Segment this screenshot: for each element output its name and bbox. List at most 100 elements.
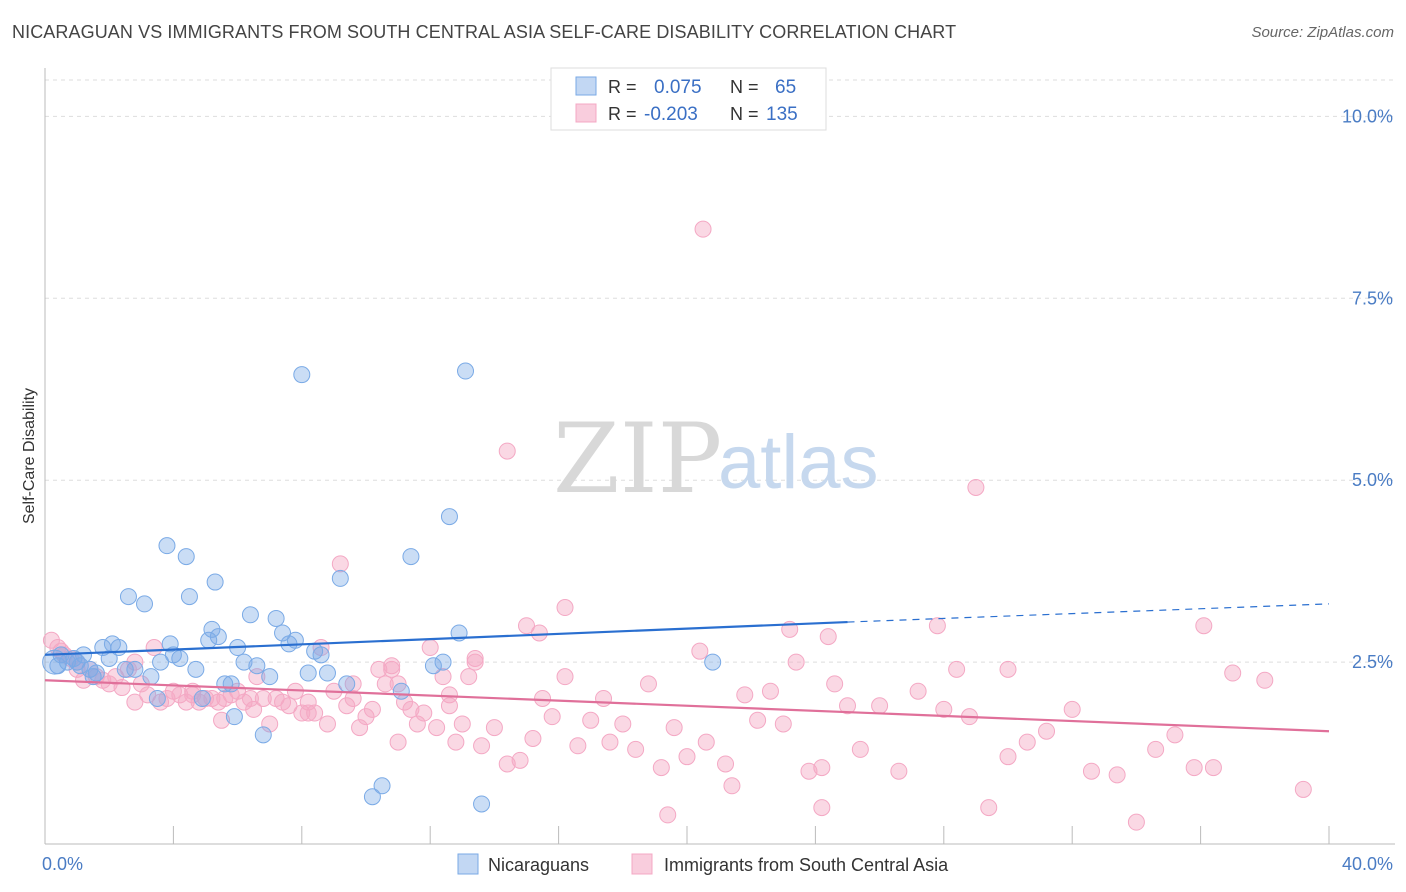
y-tick-label: 7.5% xyxy=(1352,288,1393,308)
data-point-immigrants xyxy=(1147,740,1165,758)
legend-n-label: N = xyxy=(730,77,759,97)
data-point-nicaraguans xyxy=(241,606,259,624)
data-point-immigrants xyxy=(383,657,401,675)
data-point-immigrants xyxy=(145,639,163,657)
data-point-immigrants xyxy=(299,704,317,722)
data-point-immigrants xyxy=(338,697,356,715)
data-point-nicaraguans xyxy=(312,646,330,664)
series-nicaraguans-points xyxy=(42,362,722,813)
correlation-legend: R = 0.075 N = 65 R = -0.203 N = 135 xyxy=(550,67,827,131)
data-point-immigrants xyxy=(1294,780,1312,798)
data-point-immigrants xyxy=(421,639,439,657)
data-point-immigrants xyxy=(293,704,311,722)
trend-line-nicaraguans-extension xyxy=(847,603,1330,623)
data-point-nicaraguans xyxy=(87,664,105,682)
data-point-immigrants xyxy=(113,679,131,697)
data-point-immigrants xyxy=(447,733,465,751)
data-point-nicaraguans xyxy=(424,657,442,675)
data-point-immigrants xyxy=(466,649,484,667)
legend-swatch-nicaraguans xyxy=(457,853,479,875)
data-point-nicaraguans xyxy=(142,668,160,686)
data-point-immigrants xyxy=(928,617,946,635)
data-point-nicaraguans xyxy=(363,788,381,806)
data-point-nicaraguans xyxy=(434,653,452,671)
data-point-immigrants xyxy=(556,599,574,617)
data-point-immigrants xyxy=(749,711,767,729)
data-point-immigrants xyxy=(665,719,683,737)
data-point-immigrants xyxy=(473,737,491,755)
data-point-nicaraguans xyxy=(235,653,253,671)
data-point-immigrants xyxy=(158,689,176,707)
data-point-immigrants xyxy=(999,748,1017,766)
data-point-nicaraguans xyxy=(116,660,134,678)
data-point-immigrants xyxy=(839,697,856,715)
chart-title: NICARAGUAN VS IMMIGRANTS FROM SOUTH CENT… xyxy=(12,22,957,42)
data-point-immigrants xyxy=(1256,671,1274,689)
data-point-nicaraguans xyxy=(338,675,356,693)
y-tick-label: 10.0% xyxy=(1342,106,1393,126)
data-point-nicaraguans xyxy=(457,362,475,380)
trend-line-nicaraguans xyxy=(44,620,848,656)
data-point-nicaraguans xyxy=(148,689,166,707)
data-point-immigrants xyxy=(428,719,446,737)
data-point-immigrants xyxy=(280,697,298,715)
data-point-immigrants xyxy=(614,715,632,733)
data-point-immigrants xyxy=(415,704,433,722)
trend-line-immigrants xyxy=(44,679,1330,733)
legend-n-value: 135 xyxy=(766,104,798,125)
legend-n-label: N = xyxy=(730,104,759,124)
data-point-immigrants xyxy=(723,777,741,795)
data-point-nicaraguans xyxy=(704,653,722,671)
series-legend: Nicaraguans Immigrants from South Centra… xyxy=(457,853,949,875)
watermark-atlas: atlas xyxy=(718,420,879,505)
data-point-immigrants xyxy=(736,686,754,704)
data-point-nicaraguans xyxy=(68,653,86,671)
data-point-immigrants xyxy=(813,759,831,777)
data-point-immigrants xyxy=(999,660,1017,678)
data-point-immigrants xyxy=(351,719,369,737)
legend-swatch-blue xyxy=(575,76,597,96)
data-point-immigrants xyxy=(177,693,195,711)
data-point-nicaraguans xyxy=(274,624,292,642)
data-point-immigrants xyxy=(909,682,927,700)
data-point-immigrants xyxy=(524,729,542,747)
data-point-immigrants xyxy=(485,719,503,737)
legend-swatch-pink xyxy=(575,103,597,123)
data-point-nicaraguans xyxy=(187,660,205,678)
data-point-nicaraguans xyxy=(331,569,349,587)
data-point-immigrants xyxy=(948,660,966,678)
data-point-immigrants xyxy=(890,762,908,780)
data-point-immigrants xyxy=(241,689,259,707)
data-point-immigrants xyxy=(652,759,670,777)
data-point-nicaraguans xyxy=(254,726,272,744)
data-point-nicaraguans xyxy=(100,649,118,667)
data-point-immigrants xyxy=(306,704,324,722)
data-point-immigrants xyxy=(363,700,381,718)
data-point-immigrants xyxy=(980,799,998,817)
data-point-immigrants xyxy=(254,689,272,707)
data-point-immigrants xyxy=(331,555,349,573)
data-point-immigrants xyxy=(408,715,426,733)
data-point-immigrants xyxy=(871,697,889,715)
data-point-nicaraguans xyxy=(209,628,227,646)
data-point-immigrants xyxy=(460,668,478,686)
legend-r-label: R = xyxy=(608,77,637,97)
data-point-immigrants xyxy=(1018,733,1036,751)
legend-n-value: 65 xyxy=(775,77,796,98)
data-point-immigrants xyxy=(389,733,407,751)
data-point-immigrants xyxy=(761,682,779,700)
data-point-nicaraguans xyxy=(293,366,311,384)
data-point-nicaraguans xyxy=(248,657,266,675)
data-point-nicaraguans xyxy=(203,620,221,638)
data-point-nicaraguans xyxy=(49,657,67,675)
data-point-immigrants xyxy=(376,675,394,693)
data-point-nicaraguans xyxy=(473,795,491,813)
data-point-nicaraguans xyxy=(261,668,279,686)
data-point-immigrants xyxy=(787,653,805,671)
data-point-immigrants xyxy=(967,478,985,496)
data-point-nicaraguans xyxy=(119,588,137,606)
data-point-immigrants xyxy=(261,715,279,733)
data-point-immigrants xyxy=(344,689,362,707)
data-point-immigrants xyxy=(569,737,587,755)
data-point-nicaraguans xyxy=(171,649,189,667)
